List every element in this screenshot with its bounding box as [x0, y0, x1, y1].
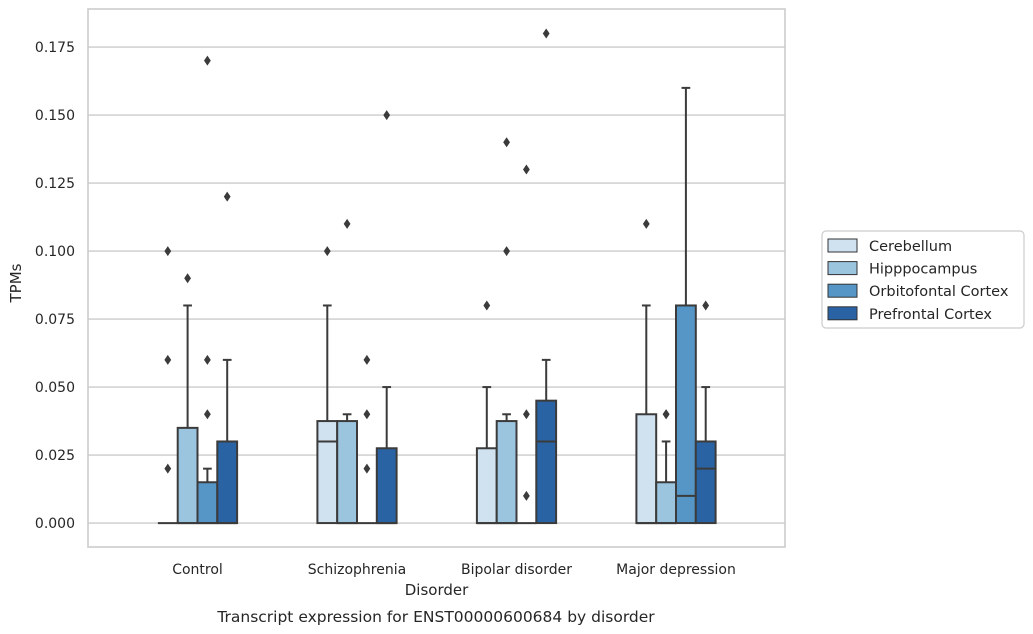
legend-label: Cerebellum	[869, 239, 952, 255]
outlier-point	[323, 246, 331, 257]
outlier-point	[363, 409, 371, 420]
box-body	[375, 447, 398, 525]
box-orbitofontal-cortex-3	[675, 86, 697, 525]
y-tick-label: 0.175	[35, 40, 75, 56]
box-body	[316, 420, 339, 525]
outlier-point	[503, 137, 510, 148]
box-cerebellum-2	[475, 300, 498, 525]
outlier-point	[204, 409, 211, 420]
outlier-point	[483, 300, 491, 311]
box-body	[694, 440, 717, 525]
outlier-point	[363, 354, 371, 365]
x-axis-title: Disorder	[405, 581, 469, 599]
outlier-point	[343, 218, 351, 229]
box-prefrontal-cortex-2	[535, 28, 558, 525]
box-body	[675, 304, 697, 525]
x-tick-label: Major depression	[616, 562, 736, 578]
legend: Cerebellum Hipppocampus Orbitofontal Corte…	[821, 230, 1025, 329]
box-prefrontal-cortex-1	[375, 110, 398, 525]
y-tick-label: 0.100	[35, 244, 75, 260]
x-axis-ticks: Control Schizophrenia Bipolar disorder Majo…	[172, 562, 736, 578]
box-orbitofontal-cortex-1	[357, 354, 377, 525]
plot-frame	[87, 8, 786, 548]
plot-boxes	[157, 28, 717, 525]
box-hipppocampus-0	[176, 273, 199, 525]
outlier-point	[184, 273, 191, 284]
box-prefrontal-cortex-0	[216, 191, 239, 525]
outlier-point	[542, 28, 550, 39]
box-orbitofontal-cortex-0	[196, 55, 219, 525]
gridlines	[88, 46, 785, 524]
y-tick-label: 0.150	[35, 108, 75, 124]
box-hipppocampus-2	[495, 137, 518, 525]
x-tick-label: Control	[172, 562, 223, 578]
box-cerebellum-1	[316, 246, 339, 525]
outlier-point	[223, 191, 231, 202]
outlier-point	[662, 409, 670, 420]
chart-caption: Transcript expression for ENST0000060068…	[216, 608, 655, 626]
box-orbitofontal-cortex-2	[516, 164, 537, 525]
outlier-point	[164, 354, 172, 365]
legend-box	[821, 230, 1025, 329]
box-body	[336, 420, 359, 525]
outlier-point	[523, 409, 530, 420]
outlier-point	[702, 300, 710, 311]
outlier-point	[204, 354, 211, 365]
y-tick-label: 0.025	[35, 448, 75, 464]
outlier-point	[523, 164, 530, 175]
legend-label: Prefrontal Cortex	[869, 307, 992, 323]
outlier-point	[383, 110, 391, 121]
outlier-point	[503, 246, 510, 257]
x-tick-label: Schizophrenia	[308, 562, 406, 578]
box-cerebellum-0	[157, 246, 178, 525]
box-body	[535, 399, 558, 525]
y-axis-ticks: 0.000 0.025 0.050 0.075 0.100 0.125 0.150 0.175	[35, 40, 75, 532]
box-cerebellum-3	[635, 218, 658, 525]
outlier-point	[642, 218, 650, 229]
box-body	[196, 481, 219, 525]
box-body	[216, 440, 239, 525]
y-axis-title: TPMs	[7, 263, 25, 303]
legend-label: Hipppocampus	[869, 262, 977, 278]
box-body	[475, 447, 498, 525]
box-body	[176, 426, 199, 525]
legend-label: Orbitofontal Cortex	[869, 284, 1009, 300]
x-tick-label: Bipolar disorder	[461, 562, 572, 578]
box-body	[635, 413, 658, 525]
legend-swatch	[827, 283, 858, 298]
box-hipppocampus-1	[336, 218, 359, 525]
y-tick-label: 0.125	[35, 176, 75, 192]
box-body	[495, 420, 518, 525]
legend-swatch	[827, 306, 858, 321]
outlier-point	[523, 490, 530, 501]
y-tick-label: 0.075	[35, 312, 75, 328]
outlier-point	[363, 463, 371, 474]
outlier-point	[164, 463, 172, 474]
box-prefrontal-cortex-3	[694, 300, 717, 525]
outlier-point	[164, 246, 172, 257]
legend-swatch	[827, 261, 858, 276]
outlier-point	[204, 55, 211, 66]
y-tick-label: 0.050	[35, 380, 75, 396]
legend-swatch	[827, 238, 858, 253]
box-hipppocampus-3	[655, 409, 678, 525]
y-tick-label: 0.000	[35, 516, 75, 532]
box-body	[655, 481, 678, 525]
